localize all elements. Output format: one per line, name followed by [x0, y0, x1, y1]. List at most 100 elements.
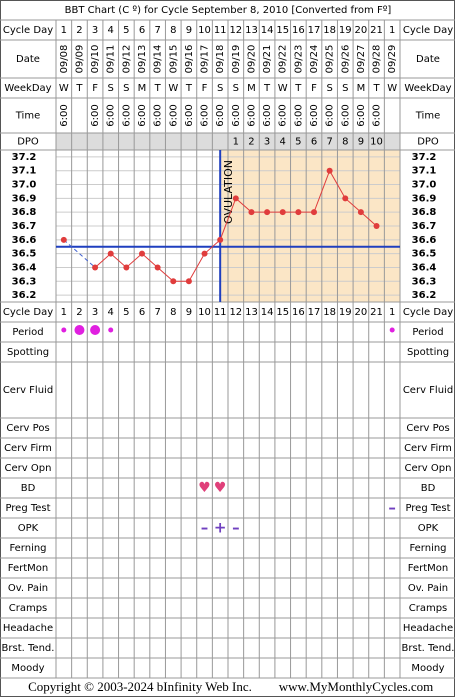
dpo-cell: 8: [342, 137, 348, 148]
dpo-cell: 1: [233, 137, 239, 148]
dpo-cell: 4: [280, 137, 286, 148]
row-label: Cerv Firm: [404, 443, 452, 454]
row-label: Cerv Pos: [406, 423, 449, 434]
temp-point: [139, 250, 145, 257]
weekday-cell: W: [387, 83, 397, 94]
y-tick-label: 36.7: [12, 221, 37, 232]
y-tick-label: 36.6: [412, 235, 437, 246]
y-tick-label: 37.1: [412, 166, 437, 177]
weekday-cell: S: [108, 83, 114, 94]
weekday-cell: W: [59, 83, 69, 94]
cycle_day-cell: 11: [214, 25, 227, 36]
row-label: Cycle Day: [403, 25, 453, 36]
date-cell: 09/16: [184, 45, 195, 74]
cycle_day-cell: 7: [154, 25, 160, 36]
weekday-cell: M: [247, 83, 256, 94]
time-cell: 6:00: [278, 104, 289, 126]
weekday-cell: T: [154, 83, 162, 94]
temp-point: [279, 209, 286, 216]
row-label: Ov. Pain: [408, 583, 448, 594]
y-tick-label: 36.9: [12, 193, 37, 204]
weekday-cell: T: [263, 83, 271, 94]
weekday-cell: F: [92, 83, 98, 94]
row-label: Cramps: [9, 603, 48, 614]
weekday-cell: T: [75, 83, 83, 94]
temp-point: [154, 264, 161, 271]
cycle_day-cell: 1: [389, 25, 395, 36]
row-label: Date: [416, 54, 440, 65]
cycle_day-cell: 1: [61, 25, 67, 36]
y-tick-label: 36.8: [412, 207, 437, 218]
temp-point: [373, 223, 380, 229]
row-label: Spotting: [7, 347, 49, 358]
symbol: +: [214, 519, 227, 537]
y-tick-label: 36.8: [12, 207, 37, 218]
date-cell: 09/23: [293, 45, 304, 74]
row-label: DPO: [17, 137, 39, 148]
cycle_day-cell: 1: [61, 307, 67, 318]
row-label: Ov. Pain: [8, 583, 48, 594]
row-label: WeekDay: [404, 83, 451, 94]
weekday-cell: F: [311, 83, 317, 94]
dpo-cell: 9: [358, 137, 364, 148]
dpo-cell: 6: [311, 137, 317, 148]
symbol: –: [201, 519, 209, 537]
time-cell: 6:00: [121, 104, 132, 126]
cycle_day-cell: 13: [245, 25, 258, 36]
temp-point: [185, 278, 192, 285]
symbol: ♥: [214, 480, 227, 496]
row-label: Period: [12, 327, 43, 338]
row-label: Ferning: [409, 543, 446, 554]
cycle_day-cell: 9: [186, 307, 192, 318]
y-tick-label: 37.0: [412, 180, 437, 191]
row-label: Cerv Opn: [5, 463, 52, 474]
y-tick-label: 36.3: [12, 276, 37, 287]
weekday-cell: W: [278, 83, 288, 94]
ovulation-label: OVULATION: [222, 160, 235, 224]
cycle_day-cell: 5: [123, 307, 129, 318]
cycle_day-cell: 15: [276, 307, 289, 318]
cycle_day-cell: 17: [308, 307, 321, 318]
date-cell: 09/09: [74, 45, 85, 74]
temp-point: [60, 236, 67, 243]
chart-title: BBT Chart (C º) for Cycle September 8, 2…: [65, 5, 392, 16]
y-tick-label: 36.2: [12, 290, 37, 301]
cycle_day-cell: 4: [108, 25, 114, 36]
symbol: ♥: [198, 480, 211, 496]
temp-point: [170, 278, 177, 285]
time-cell: 6:00: [200, 104, 211, 126]
time-cell: 6:00: [340, 104, 351, 126]
weekday-cell: T: [185, 83, 193, 94]
y-tick-label: 36.5: [412, 249, 437, 260]
weekday-cell: S: [217, 83, 223, 94]
cycle_day-cell: 7: [154, 307, 160, 318]
time-cell: 6:00: [215, 104, 226, 126]
period-dot: [389, 327, 395, 333]
date-cell: 09/18: [215, 45, 226, 74]
weekday-cell: W: [168, 83, 178, 94]
date-cell: 09/26: [340, 45, 351, 74]
dpo-cell: 5: [295, 137, 301, 148]
cycle_day-cell: 20: [355, 307, 368, 318]
temp-point: [311, 209, 317, 216]
cycle_day-cell: 8: [170, 307, 176, 318]
cycle_day-cell: 21: [370, 25, 383, 36]
cycle_day-cell: 12: [229, 25, 242, 36]
cycle_day-cell: 5: [123, 25, 129, 36]
row-label: Cerv Firm: [4, 443, 52, 454]
row-label: WeekDay: [4, 83, 51, 94]
date-cell: 09/13: [137, 45, 148, 74]
y-tick-label: 36.9: [412, 193, 437, 204]
footer-site: www.MyMonthlyCycles.com: [279, 679, 433, 694]
row-label: Spotting: [407, 347, 449, 358]
temp-point: [232, 195, 239, 202]
time-cell: 6:00: [59, 104, 70, 126]
cycle_day-cell: 16: [292, 307, 305, 318]
y-tick-label: 37.1: [12, 166, 37, 177]
time-cell: 6:00: [184, 104, 195, 126]
time-cell: 6:00: [137, 104, 148, 126]
time-cell: 6:00: [106, 104, 117, 126]
cycle_day-cell: 14: [261, 307, 274, 318]
date-cell: 09/10: [90, 45, 101, 74]
cycle_day-cell: 19: [339, 25, 352, 36]
